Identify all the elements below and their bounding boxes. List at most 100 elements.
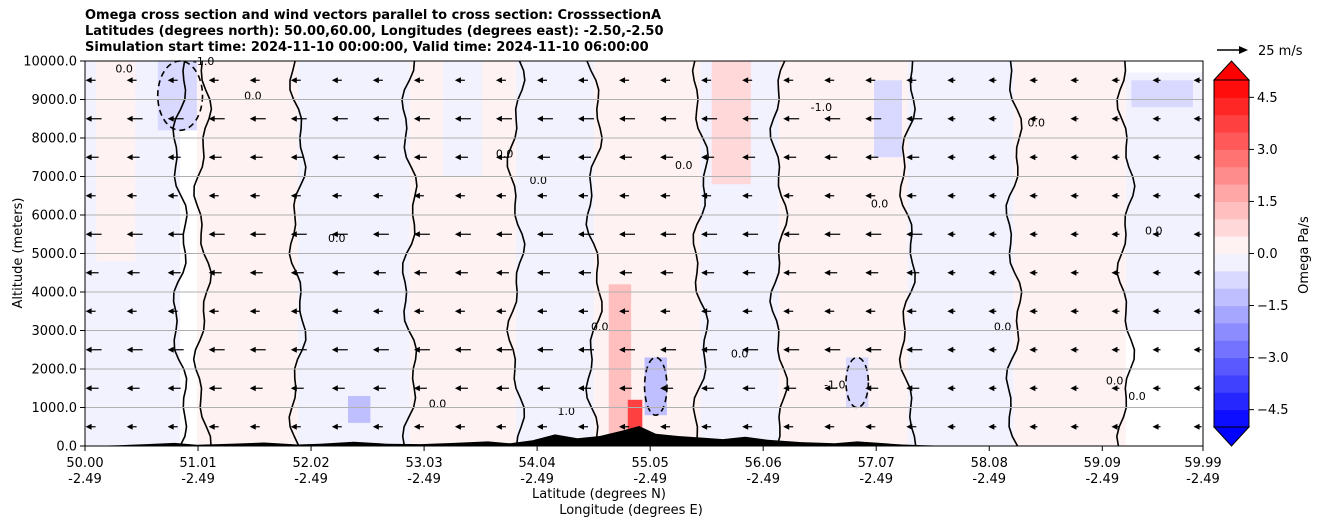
- colorbar-bin: [1214, 184, 1249, 202]
- y-axis-label: Altitude (meters): [11, 198, 26, 309]
- contour-line-negative: [845, 356, 870, 409]
- wind-vector-head: [85, 77, 92, 84]
- colorbar-bin: [1214, 201, 1249, 220]
- wind-vector-head: [660, 77, 667, 84]
- wind-vector-head: [372, 192, 379, 199]
- wind-vector-head: [495, 77, 502, 84]
- wind-vector-head: [249, 346, 256, 353]
- wind-vector-head: [1070, 115, 1077, 122]
- wind-vector-head: [1070, 346, 1077, 353]
- wind-vector-head: [783, 115, 790, 122]
- colorbar-bin: [1214, 322, 1249, 341]
- wind-vector-head: [824, 423, 831, 430]
- wind-vector-head: [454, 423, 461, 430]
- wind-vector-head: [906, 385, 913, 392]
- wind-vector-head: [126, 231, 133, 238]
- colorbar-bin: [1214, 357, 1249, 376]
- wind-vector-head: [865, 77, 872, 84]
- reference-vector-label: 25 m/s: [1258, 44, 1303, 59]
- x-tick-label-lon: -2.49: [746, 472, 780, 487]
- wind-vector-head: [1111, 423, 1118, 430]
- wind-vector-head: [1152, 115, 1159, 122]
- x-tick-label-lon: -2.49: [1085, 472, 1119, 487]
- colorbar-tick-label: −4.5: [1257, 403, 1289, 418]
- wind-vector-head: [783, 192, 790, 199]
- wind-vector-head: [1152, 346, 1159, 353]
- wind-vector-head: [85, 346, 92, 353]
- wind-vector-head: [906, 77, 913, 84]
- wind-vector-head: [1029, 115, 1036, 122]
- omega-region: [644, 357, 667, 416]
- wind-vector-head: [454, 346, 461, 353]
- wind-vector-head: [701, 269, 708, 276]
- horizontal-gridlines: [85, 99, 1203, 408]
- wind-vector-head: [742, 154, 749, 161]
- wind-vector-head: [167, 423, 174, 430]
- x-tick-label-lon: -2.49: [407, 472, 441, 487]
- wind-vector-head: [578, 192, 585, 199]
- wind-vector-head: [536, 423, 543, 430]
- colorbar: −4.5 −3.0 −1.5 0.0 1.5 3.0 4.5: [1212, 60, 1289, 447]
- wind-vector-head: [495, 231, 502, 238]
- colorbar-bin: [1214, 253, 1249, 272]
- title-line-1: Omega cross section and wind vectors par…: [85, 8, 662, 23]
- wind-vector-head: [1111, 385, 1118, 392]
- wind-vector-head: [1029, 269, 1036, 276]
- wind-vector-head: [536, 77, 543, 84]
- wind-vector-head: [824, 269, 831, 276]
- wind-vector-head: [536, 154, 543, 161]
- wind-vector-head: [660, 269, 667, 276]
- x-tick-label-lat: 52.02: [292, 456, 329, 471]
- colorbar-tick-label: 3.0: [1257, 143, 1278, 158]
- wind-vector-head: [660, 192, 667, 199]
- wind-vector-head: [85, 231, 92, 238]
- wind-vector-head: [783, 346, 790, 353]
- wind-vector-head: [249, 231, 256, 238]
- wind-vector-head: [947, 385, 954, 392]
- wind-vector-head: [290, 231, 297, 238]
- wind-vector-head: [619, 308, 626, 315]
- wind-vector-head: [85, 423, 92, 430]
- wind-vector-head: [742, 423, 749, 430]
- wind-vector-head: [413, 423, 420, 430]
- colorbar-bin: [1214, 80, 1249, 98]
- wind-vector-head: [167, 308, 174, 315]
- wind-vector-head: [126, 77, 133, 84]
- wind-vector-head: [701, 231, 708, 238]
- x-tick-label-lon: -2.49: [520, 472, 554, 487]
- wind-vector-head: [85, 154, 92, 161]
- wind-vector-head: [824, 385, 831, 392]
- x-tick-label-lon: -2.49: [972, 472, 1006, 487]
- wind-vector-head: [249, 269, 256, 276]
- wind-vector-head: [1193, 308, 1200, 315]
- wind-vector-head: [988, 385, 995, 392]
- wind-vector-head: [536, 308, 543, 315]
- wind-vector-head: [947, 192, 954, 199]
- y-tick-label: 9000.0: [32, 93, 78, 108]
- omega-region: [846, 357, 869, 408]
- wind-vector-head: [1193, 231, 1200, 238]
- wind-vector-head: [619, 346, 626, 353]
- wind-vector-head: [249, 423, 256, 430]
- wind-vector-head: [413, 385, 420, 392]
- colorbar-bin: [1214, 340, 1249, 359]
- wind-vector-head: [167, 346, 174, 353]
- wind-vector-head: [536, 346, 543, 353]
- wind-vector-head: [742, 192, 749, 199]
- wind-vector-head: [578, 154, 585, 161]
- wind-vector-head: [1070, 77, 1077, 84]
- wind-vector-head: [249, 154, 256, 161]
- wind-vector-head: [126, 346, 133, 353]
- wind-vector-head: [1111, 346, 1118, 353]
- colorbar-bin: [1214, 288, 1249, 307]
- wind-vector-head: [85, 385, 92, 392]
- x-tick-label-lat: 50.00: [66, 456, 103, 471]
- wind-vector-head: [331, 346, 338, 353]
- colorbar-tick-label: −3.0: [1257, 351, 1289, 366]
- wind-vector-head: [1070, 269, 1077, 276]
- x-tick-label-lat: 56.06: [745, 456, 782, 471]
- omega-region: [1125, 72, 1203, 331]
- wind-vector-head: [1029, 385, 1036, 392]
- omega-region: [1131, 80, 1193, 108]
- wind-vector-head: [413, 346, 420, 353]
